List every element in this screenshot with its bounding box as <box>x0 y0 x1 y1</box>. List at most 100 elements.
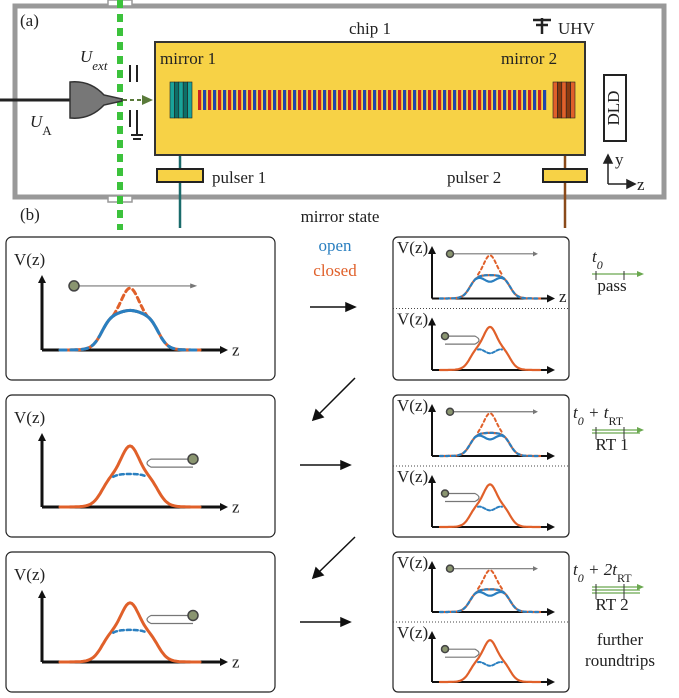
detector-label: DLD <box>604 91 623 126</box>
ring-electrode <box>403 90 406 110</box>
ring-electrode <box>453 90 456 110</box>
ring-electrode <box>428 90 431 110</box>
ring-electrode <box>333 90 336 110</box>
ring-electrode <box>328 90 331 110</box>
large-panel: V(z)z <box>6 237 275 380</box>
ring-electrode <box>448 90 451 110</box>
ring-electrode <box>238 90 241 110</box>
ring-electrode <box>293 90 296 110</box>
x-axis-label: z <box>232 653 240 672</box>
time-subscript: RT <box>608 414 623 428</box>
y-axis-label: V(z) <box>397 467 428 486</box>
ring-electrode <box>338 90 341 110</box>
ring-electrode <box>408 90 411 110</box>
time-label: t0 + 2tRT <box>573 560 632 585</box>
ring-electrode <box>273 90 276 110</box>
pulser-1 <box>157 169 203 182</box>
ring-electrode <box>528 90 531 110</box>
ring-electrode <box>258 90 261 110</box>
ring-electrode <box>443 90 446 110</box>
ring-electrode <box>423 90 426 110</box>
small-panel: V(z)V(z) <box>393 552 569 692</box>
mirror-electrode <box>566 82 570 118</box>
y-axis-label: V(z) <box>397 238 428 257</box>
pulser-2-label: pulser 2 <box>447 168 501 187</box>
ion <box>447 565 454 572</box>
ring-electrode <box>313 90 316 110</box>
time-label: t0 <box>592 247 603 272</box>
ring-electrode <box>543 90 546 110</box>
ring-electrode <box>393 90 396 110</box>
ring-electrode <box>318 90 321 110</box>
time-subscript: 0 <box>597 258 603 272</box>
ring-electrode <box>508 90 511 110</box>
ring-electrode <box>213 90 216 110</box>
y-axis-label: V(z) <box>397 623 428 642</box>
x-axis-label: z <box>559 287 567 306</box>
ring-electrode <box>263 90 266 110</box>
ring-electrode <box>233 90 236 110</box>
ring-electrode <box>488 90 491 110</box>
ion <box>447 408 454 415</box>
ring-electrode <box>478 90 481 110</box>
ion <box>442 646 449 653</box>
ring-electrode <box>378 90 381 110</box>
y-axis-label: V(z) <box>14 408 45 427</box>
ring-electrode <box>513 90 516 110</box>
time-caption: RT 1 <box>595 435 628 454</box>
ring-electrode <box>283 90 286 110</box>
ring-electrode <box>253 90 256 110</box>
figure: (a) chip 1 UHV Uext UA mirror 1 mirror 2… <box>0 0 679 698</box>
ring-electrode <box>353 90 356 110</box>
arrowhead <box>637 584 644 590</box>
ring-electrode <box>368 90 371 110</box>
ring-electrode <box>298 90 301 110</box>
ring-electrode <box>348 90 351 110</box>
mirror-2-label: mirror 2 <box>501 49 557 68</box>
ring-electrode <box>203 90 206 110</box>
ring-electrode <box>413 90 416 110</box>
ring-electrode <box>218 90 221 110</box>
ring-electrode <box>228 90 231 110</box>
y-axis-label: V(z) <box>14 565 45 584</box>
ring-electrode <box>418 90 421 110</box>
ion <box>442 333 449 340</box>
ring-electrode <box>278 90 281 110</box>
legend-open: open <box>318 236 352 255</box>
panel-label: (b) <box>20 205 40 224</box>
panel-label: (a) <box>20 11 39 30</box>
ring-electrode <box>523 90 526 110</box>
ring-electrode <box>473 90 476 110</box>
legend-closed: closed <box>313 261 357 280</box>
ring-electrode <box>398 90 401 110</box>
ring-electrode <box>388 90 391 110</box>
y-axis-label: V(z) <box>397 310 428 329</box>
ring-electrode <box>323 90 326 110</box>
flow-arrows <box>300 303 355 626</box>
mirror-electrode <box>557 82 561 118</box>
small-panel: V(z) z V(z) <box>393 237 569 380</box>
ring-electrode <box>503 90 506 110</box>
ring-electrode <box>468 90 471 110</box>
axis-z: z <box>637 175 645 194</box>
time-symbol: + t <box>584 403 610 422</box>
ring-electrode <box>223 90 226 110</box>
pulser-1-label: pulser 1 <box>212 168 266 187</box>
mirror-electrode <box>179 82 183 118</box>
mirror-electrode <box>188 82 192 118</box>
uhv-label: UHV <box>558 19 596 38</box>
ring-electrode <box>518 90 521 110</box>
ring-electrode <box>533 90 536 110</box>
time-caption: RT 2 <box>595 595 628 614</box>
ring-electrode <box>268 90 271 110</box>
ring-electrode <box>458 90 461 110</box>
mirror-electrode <box>170 82 174 118</box>
ring-electrode <box>373 90 376 110</box>
ring-electrode <box>383 90 386 110</box>
time-subscript: RT <box>617 571 632 585</box>
arrowhead <box>637 271 644 277</box>
mirror-electrode <box>553 82 557 118</box>
time-label: t0 + tRT <box>573 403 624 428</box>
subscript: ext <box>92 58 108 73</box>
ring-electrode <box>308 90 311 110</box>
